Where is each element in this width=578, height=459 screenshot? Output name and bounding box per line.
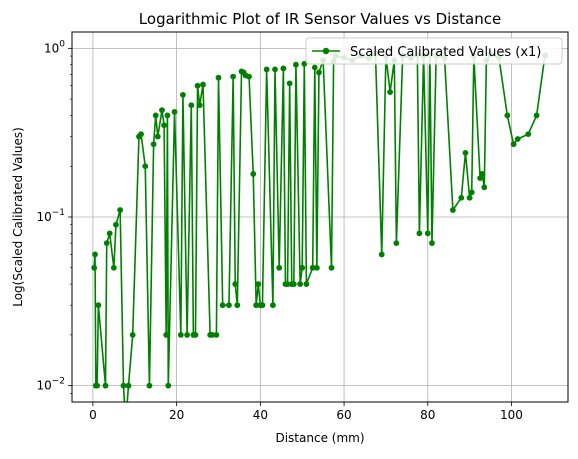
data-point bbox=[126, 383, 132, 389]
data-point bbox=[163, 332, 169, 338]
data-point bbox=[147, 383, 153, 389]
data-point bbox=[91, 265, 97, 271]
data-point bbox=[180, 92, 186, 98]
data-point bbox=[121, 383, 127, 389]
data-point bbox=[195, 83, 201, 89]
data-point bbox=[94, 383, 100, 389]
data-point bbox=[469, 189, 475, 195]
data-point bbox=[165, 383, 171, 389]
data-point bbox=[291, 281, 297, 287]
data-point bbox=[312, 65, 318, 71]
data-point bbox=[188, 102, 194, 108]
data-point bbox=[276, 265, 282, 271]
data-point bbox=[393, 240, 399, 246]
legend-marker bbox=[323, 48, 329, 54]
data-point bbox=[216, 75, 222, 81]
data-point bbox=[161, 122, 167, 128]
data-point bbox=[165, 113, 171, 119]
data-point bbox=[287, 80, 293, 86]
data-point bbox=[226, 302, 232, 308]
data-point bbox=[264, 67, 270, 73]
data-point bbox=[504, 113, 510, 119]
data-point bbox=[314, 265, 320, 271]
chart-title: Logarithmic Plot of IR Sensor Values vs … bbox=[139, 10, 501, 28]
data-point bbox=[467, 195, 473, 201]
data-point bbox=[159, 107, 165, 113]
data-point bbox=[316, 70, 322, 76]
data-point bbox=[234, 302, 240, 308]
data-point bbox=[255, 281, 261, 287]
data-point bbox=[117, 207, 123, 213]
data-point bbox=[153, 113, 159, 119]
data-point bbox=[329, 265, 335, 271]
x-tick-label: 100 bbox=[500, 408, 523, 422]
data-point bbox=[270, 302, 276, 308]
data-point bbox=[95, 302, 101, 308]
data-point bbox=[200, 82, 206, 88]
data-point bbox=[463, 150, 469, 156]
data-point bbox=[107, 230, 113, 236]
data-point bbox=[246, 74, 252, 80]
data-point bbox=[197, 102, 203, 108]
data-point bbox=[387, 89, 393, 95]
data-point bbox=[272, 67, 278, 73]
data-point bbox=[479, 171, 485, 177]
data-point bbox=[293, 62, 299, 68]
data-point bbox=[130, 332, 136, 338]
x-tick-label: 60 bbox=[336, 408, 351, 422]
data-point bbox=[230, 74, 236, 80]
x-tick-label: 80 bbox=[420, 408, 435, 422]
data-point bbox=[113, 222, 119, 228]
data-point bbox=[250, 171, 256, 177]
legend-label: Scaled Calibrated Values (x1) bbox=[350, 45, 541, 60]
data-point bbox=[103, 383, 109, 389]
data-point bbox=[155, 134, 161, 140]
data-point bbox=[280, 66, 286, 72]
legend: Scaled Calibrated Values (x1) bbox=[306, 38, 562, 64]
data-point bbox=[184, 332, 190, 338]
data-point bbox=[515, 136, 521, 142]
data-point bbox=[214, 332, 220, 338]
x-tick-label: 0 bbox=[89, 408, 97, 422]
data-point bbox=[220, 302, 226, 308]
data-point bbox=[142, 163, 148, 169]
data-point bbox=[111, 265, 117, 271]
data-point bbox=[481, 184, 487, 190]
x-axis-label: Distance (mm) bbox=[275, 431, 364, 445]
data-point bbox=[297, 281, 303, 287]
data-point bbox=[525, 131, 531, 137]
data-point bbox=[299, 265, 305, 271]
data-point bbox=[511, 141, 517, 147]
data-point bbox=[417, 230, 423, 236]
x-tick-label: 40 bbox=[253, 408, 268, 422]
data-point bbox=[304, 281, 310, 287]
data-point bbox=[260, 302, 266, 308]
data-point bbox=[151, 141, 157, 147]
data-point bbox=[425, 230, 431, 236]
data-point bbox=[104, 240, 110, 246]
data-point bbox=[450, 207, 456, 213]
data-point bbox=[429, 240, 435, 246]
data-point bbox=[379, 252, 385, 258]
data-point bbox=[178, 332, 184, 338]
x-tick-label: 20 bbox=[169, 408, 184, 422]
data-point bbox=[193, 332, 199, 338]
data-point bbox=[232, 281, 238, 287]
data-point bbox=[172, 109, 178, 115]
data-point bbox=[458, 195, 464, 201]
data-point bbox=[92, 252, 98, 258]
data-point bbox=[534, 113, 540, 119]
y-axis-label: Log(Scaled Calibrated Values) bbox=[11, 127, 25, 307]
data-point bbox=[138, 131, 144, 137]
